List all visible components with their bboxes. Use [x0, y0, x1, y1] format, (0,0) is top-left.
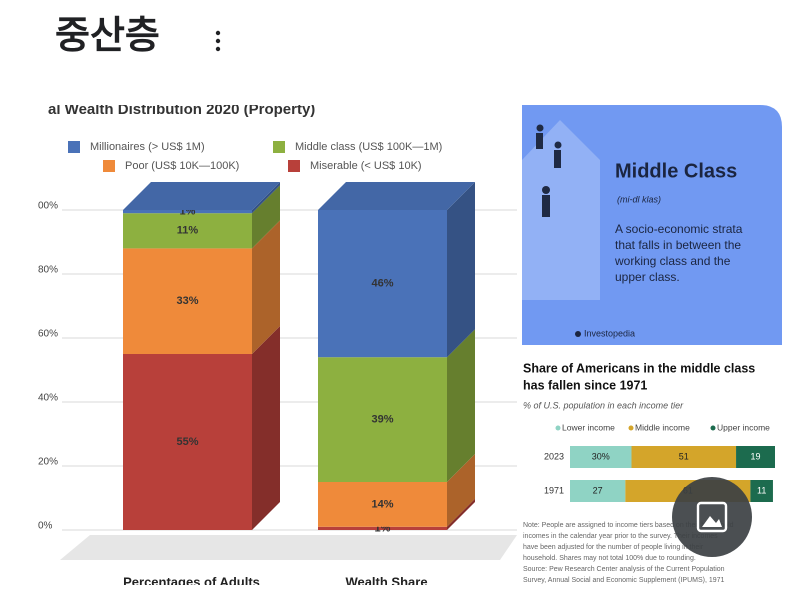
note: Note: People are assigned to income tier…: [523, 522, 734, 529]
bar-segment: [123, 248, 252, 354]
bar-segment: [123, 210, 252, 214]
image-search-button[interactable]: [672, 477, 752, 557]
page-title: 중산층: [55, 15, 160, 57]
value-label: 30%: [592, 451, 610, 461]
figures: [536, 124, 562, 217]
card-definition: that falls in between the: [615, 238, 741, 252]
card-definition: A socio-economic strata: [615, 222, 743, 236]
note: incomes in the calendar year prior to th…: [523, 533, 718, 540]
bar-segment: [318, 482, 447, 527]
bar-top: [123, 182, 280, 210]
legend-label: Lower income: [562, 422, 615, 432]
chart-title: Share of Americans in the middle class: [523, 361, 755, 375]
bar-side: [252, 182, 280, 214]
legend-swatch: [288, 160, 300, 172]
image-income[interactable]: Share of Americans in the middle class ha…: [522, 350, 782, 585]
image-definition[interactable]: Middle Class (mi-dl klas) A socio-economic…: [522, 105, 782, 345]
value-label: 27: [593, 485, 603, 495]
bar-segment: [318, 210, 447, 358]
legend-label: Middle class (US$ 100K—1M): [295, 141, 442, 153]
chart-title: al Wealth Distribution 2020 (Property): [48, 101, 315, 118]
bar-side: [447, 454, 475, 527]
card-definition: working class and the: [614, 254, 731, 268]
value-label: 39%: [371, 414, 393, 426]
floor: [60, 535, 517, 560]
value-label: 19: [751, 451, 761, 461]
card-title: Middle Class: [615, 160, 737, 182]
y-tick-label: 60%: [38, 329, 58, 340]
chart-subtitle: % of U.S. population in each income tier: [523, 400, 684, 410]
y-tick-label: 40%: [38, 393, 58, 404]
x-tick-label: Wealth Share: [345, 574, 427, 589]
value-label: 33%: [176, 295, 198, 307]
bar-side: [447, 182, 475, 358]
value-label: 55%: [176, 436, 198, 448]
card-definition: upper class.: [615, 270, 680, 284]
bar-segment: [318, 357, 447, 482]
card-source: Investopedia: [584, 328, 635, 338]
value-label: 11: [757, 485, 766, 495]
image-wealth[interactable]: al Wealth Distribution 2020 (Property) Mi…: [38, 101, 517, 589]
note: Source: Pew Research Center analysis of …: [523, 566, 725, 573]
y-tick-label: 1971: [544, 485, 564, 495]
y-tick-label: 20%: [38, 457, 58, 468]
legend-dot: [710, 425, 716, 431]
bar-side: [447, 498, 475, 530]
value-label: 14%: [371, 498, 393, 510]
bar-segment: [318, 526, 447, 530]
bar-side: [252, 185, 280, 249]
dot: [215, 30, 221, 36]
bar-segment: [570, 446, 632, 468]
bar-side: [252, 326, 280, 530]
illustration: [522, 120, 600, 300]
bar-side: [447, 329, 475, 482]
legend-swatch: [103, 160, 115, 172]
button-bg: [672, 477, 752, 557]
bar-segment: [736, 446, 775, 468]
bar-segment: [570, 480, 626, 502]
source-icon: [575, 331, 581, 337]
dot: [215, 38, 221, 44]
legend-dot: [628, 425, 634, 431]
card-pronunciation: (mi-dl klas): [617, 194, 661, 204]
bar-side: [252, 220, 280, 354]
legend-swatch: [68, 141, 80, 153]
note: have been adjusted for the number of peo…: [523, 544, 704, 551]
legend-label: Miserable (< US$ 10K): [310, 160, 422, 172]
y-tick-label: 2023: [544, 451, 564, 461]
bar-segment: [750, 480, 773, 502]
bar-segment: [123, 213, 252, 249]
y-tick-label: 0%: [38, 521, 53, 532]
legend-label: Millionaires (> US$ 1M): [90, 141, 205, 153]
bar-segment: [631, 446, 737, 468]
y-tick-label: 00%: [38, 201, 58, 212]
more-menu[interactable]: [215, 30, 221, 52]
legend-dot: [555, 425, 561, 431]
note: household. Shares may not total 100% due…: [523, 555, 696, 562]
bar-segment: [123, 354, 252, 530]
dot: [215, 46, 221, 52]
value-label: 51: [679, 451, 689, 461]
x-tick-label: Percentages of Adults: [123, 574, 260, 589]
icon-mountain: [702, 516, 722, 527]
legend-label: Poor (US$ 10K—100K): [125, 160, 239, 172]
icon-frame: [696, 501, 728, 533]
legend-label: Upper income: [717, 422, 770, 432]
chart-title: has fallen since 1971: [523, 378, 647, 392]
bar-top: [318, 182, 475, 210]
value-label: 46%: [371, 278, 393, 290]
legend-swatch: [273, 141, 285, 153]
legend-label: Middle income: [635, 422, 690, 432]
value-label: 11%: [177, 225, 199, 237]
note: Survey, Annual Social and Economic Suppl…: [523, 577, 725, 584]
y-tick-label: 80%: [38, 265, 58, 276]
